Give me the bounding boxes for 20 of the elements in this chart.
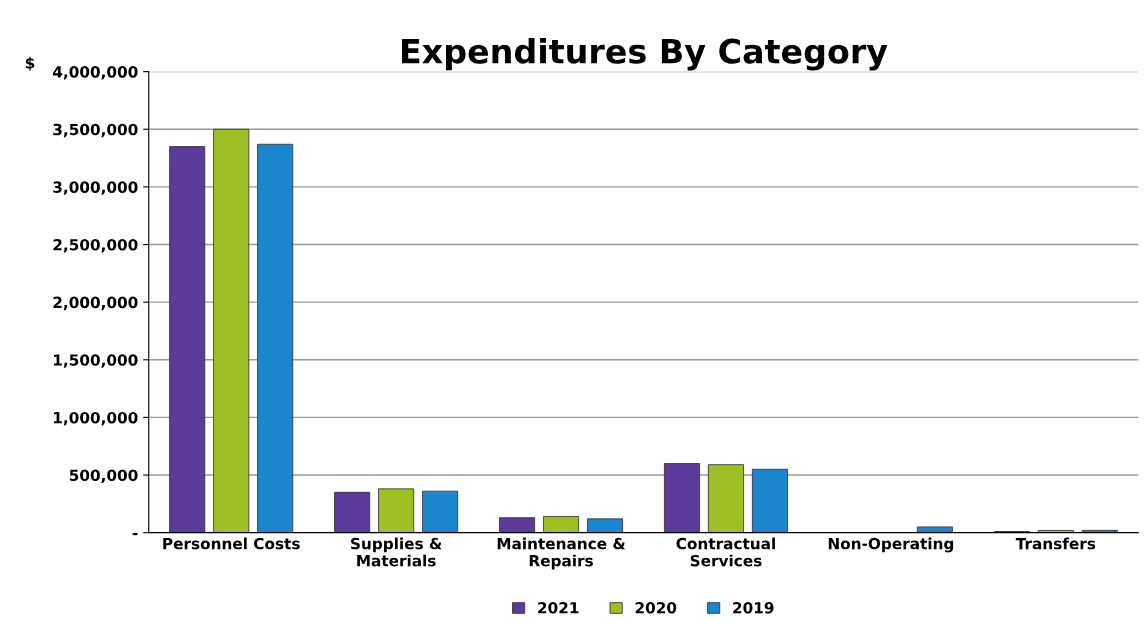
y-tick-label: 3,500,000: [53, 123, 138, 138]
x-tick-label: Personnel Costs: [163, 537, 300, 550]
y-tick-label: -: [132, 532, 138, 536]
x-tick-label: Supplies & Materials: [351, 537, 442, 567]
y-tick-label: 3,000,000: [53, 181, 138, 195]
y-axis-title: $: [25, 56, 35, 71]
x-tick-label: Contractual Services: [676, 537, 775, 567]
y-tick-label: 1,500,000: [54, 354, 138, 368]
x-tick-label: Non-Operating: [828, 537, 954, 553]
y-tick-label: 1,000,000: [54, 411, 138, 426]
x-tick-label: Transfers: [1015, 537, 1096, 550]
legend-label: 2019: [733, 602, 774, 614]
y-tick-label: 4,000,000: [52, 66, 138, 80]
y-tick-label: 2,000,000: [53, 296, 138, 311]
y-tick-label: 2,500,000: [53, 238, 138, 253]
legend-label: 2021: [538, 602, 579, 614]
y-tick-label: 500,000: [69, 469, 138, 484]
chart-title: Expenditures By Category: [402, 37, 888, 71]
legend-label: 2020: [635, 602, 677, 614]
x-tick-label: Maintenance & Repairs: [497, 537, 626, 570]
